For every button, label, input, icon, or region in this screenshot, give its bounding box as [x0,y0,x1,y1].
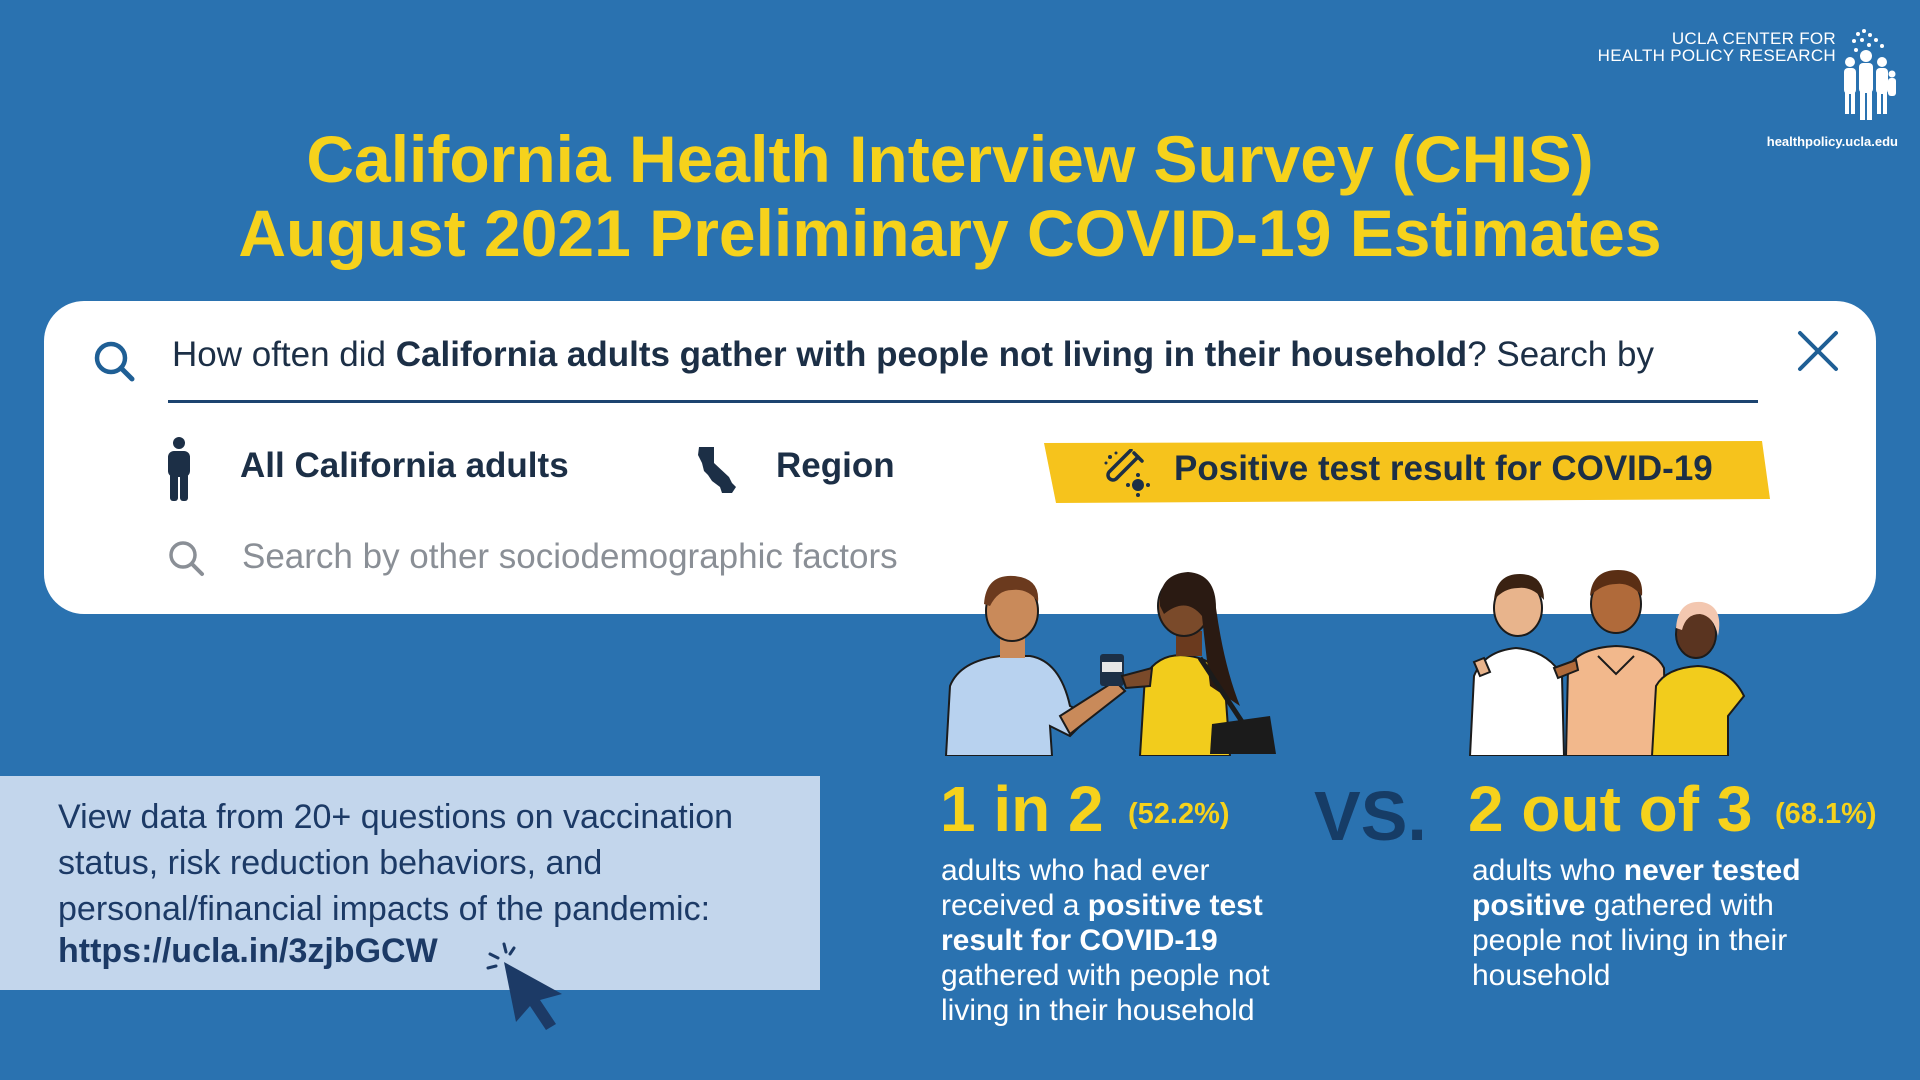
data-link[interactable]: https://ucla.in/3zjbGCW [58,932,438,970]
page-title: California Health Interview Survey (CHIS… [0,122,1900,270]
test-tube-virus-icon [1104,449,1150,497]
option-positive-test[interactable]: Positive test result for COVID-19 [1174,449,1713,488]
stat-left-percent: (52.2%) [1128,798,1230,830]
search-underline [168,400,1758,403]
search-card: How often did California adults gather w… [44,301,1876,614]
title-line-2: August 2021 Preliminary COVID-19 Estimat… [238,196,1662,270]
info-text: View data from 20+ questions on vaccinat… [58,798,734,928]
stat-right-percent: (68.1%) [1775,798,1877,830]
close-icon[interactable] [1796,329,1840,373]
california-map-icon [698,447,736,493]
ucla-logo: UCLA CENTER FOR HEALTH POLICY RESEARCH h… [1598,26,1898,156]
logo-line-1: UCLA CENTER FOR [1671,29,1836,48]
stat-right-desc-1: adults who [1472,854,1624,887]
info-box [0,776,820,990]
cursor-click-icon [486,942,562,1030]
stat-right-big: 2 out of 3 [1468,773,1753,845]
question-text-post: ? Search by [1467,335,1654,374]
question-text-bold: California adults gather with people not… [395,335,1468,374]
stat-right-description: adults who never tested positive gathere… [1472,853,1862,993]
two-people-illustration [944,572,1276,756]
highlight-marker [1044,441,1770,503]
three-people-illustration [1468,570,1746,756]
question-text-pre: How often did [172,335,396,374]
people-group-icon [1844,29,1896,120]
stat-left-desc-2: gathered with people not living in their… [941,959,1270,1027]
stat-right-desc-2: gathered with people not living in their… [1472,889,1788,992]
search-icon[interactable] [92,339,136,383]
stat-left-desc-1: adults who had ever received a [941,854,1210,922]
search-icon-secondary[interactable] [166,538,206,578]
option-region[interactable]: Region [776,446,895,485]
secondary-search-input[interactable]: Search by other sociodemographic factors [242,537,898,576]
logo-url: healthpolicy.ucla.edu [1766,134,1898,149]
stat-left-big: 1 in 2 [940,773,1104,845]
person-icon [168,437,190,501]
search-question[interactable]: How often did California adults gather w… [172,335,1654,375]
versus-label: VS. [1314,777,1427,855]
stat-right-desc-bold: never tested positive [1472,854,1801,922]
title-line-1: California Health Interview Survey (CHIS… [306,122,1594,196]
option-all-california-adults[interactable]: All California adults [240,446,569,485]
stat-left-description: adults who had ever received a positive … [941,853,1321,1028]
stat-left-desc-bold: positive test result for COVID-19 [941,889,1263,957]
logo-line-2: HEALTH POLICY RESEARCH [1597,46,1836,65]
